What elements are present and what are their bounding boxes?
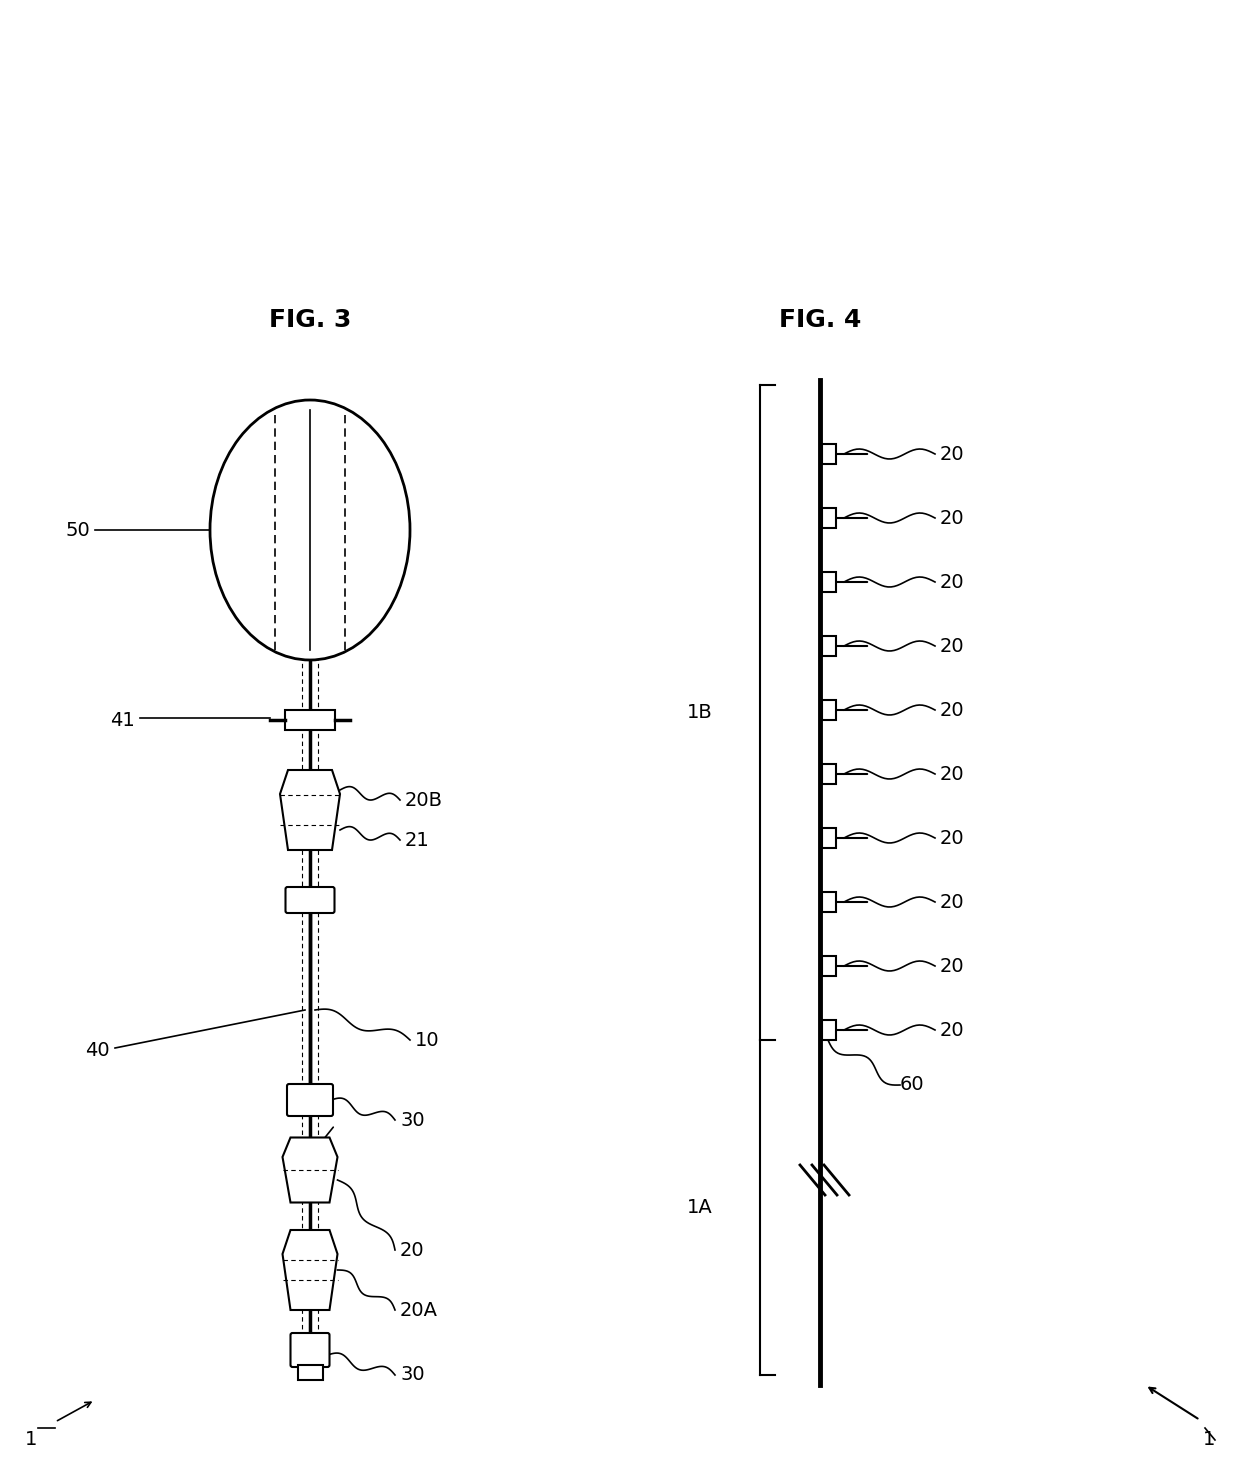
Text: 1: 1 <box>1203 1430 1215 1449</box>
Bar <box>298 1365 322 1379</box>
Text: 20: 20 <box>940 573 965 592</box>
Bar <box>822 508 836 528</box>
Bar <box>822 827 836 848</box>
Polygon shape <box>283 1230 337 1310</box>
FancyBboxPatch shape <box>285 887 335 913</box>
Bar <box>822 892 836 912</box>
Text: 50: 50 <box>64 521 89 540</box>
Text: 20B: 20B <box>405 790 443 810</box>
Text: 41: 41 <box>110 710 135 730</box>
Text: 20: 20 <box>940 1021 965 1039</box>
Text: 20: 20 <box>940 956 965 975</box>
Text: 20: 20 <box>940 892 965 912</box>
Text: 1B: 1B <box>687 703 713 722</box>
Ellipse shape <box>210 400 410 660</box>
Text: 20: 20 <box>940 765 965 783</box>
Bar <box>822 700 836 719</box>
Bar <box>822 636 836 656</box>
Text: FIG. 4: FIG. 4 <box>779 308 862 332</box>
FancyBboxPatch shape <box>290 1333 330 1368</box>
Text: 20: 20 <box>940 636 965 656</box>
Bar <box>822 956 836 975</box>
Text: 1A: 1A <box>687 1197 713 1217</box>
Text: 20: 20 <box>401 1240 424 1259</box>
Text: 21: 21 <box>405 830 430 850</box>
Polygon shape <box>283 1138 337 1202</box>
Text: 10: 10 <box>415 1030 440 1049</box>
Text: 20: 20 <box>940 509 965 527</box>
Text: 20: 20 <box>940 829 965 848</box>
Text: 30: 30 <box>401 1366 424 1384</box>
Bar <box>822 764 836 784</box>
FancyBboxPatch shape <box>286 1083 334 1116</box>
Text: 20: 20 <box>940 700 965 719</box>
Text: 1: 1 <box>25 1430 37 1449</box>
Bar <box>822 444 836 465</box>
Text: 30: 30 <box>401 1110 424 1129</box>
Polygon shape <box>280 770 340 850</box>
Bar <box>822 1020 836 1040</box>
Text: FIG. 3: FIG. 3 <box>269 308 351 332</box>
Text: 40: 40 <box>86 1040 109 1060</box>
Text: 60: 60 <box>900 1076 925 1095</box>
Text: 20A: 20A <box>401 1301 438 1320</box>
Text: 20: 20 <box>940 444 965 463</box>
Bar <box>822 571 836 592</box>
Bar <box>285 710 335 730</box>
